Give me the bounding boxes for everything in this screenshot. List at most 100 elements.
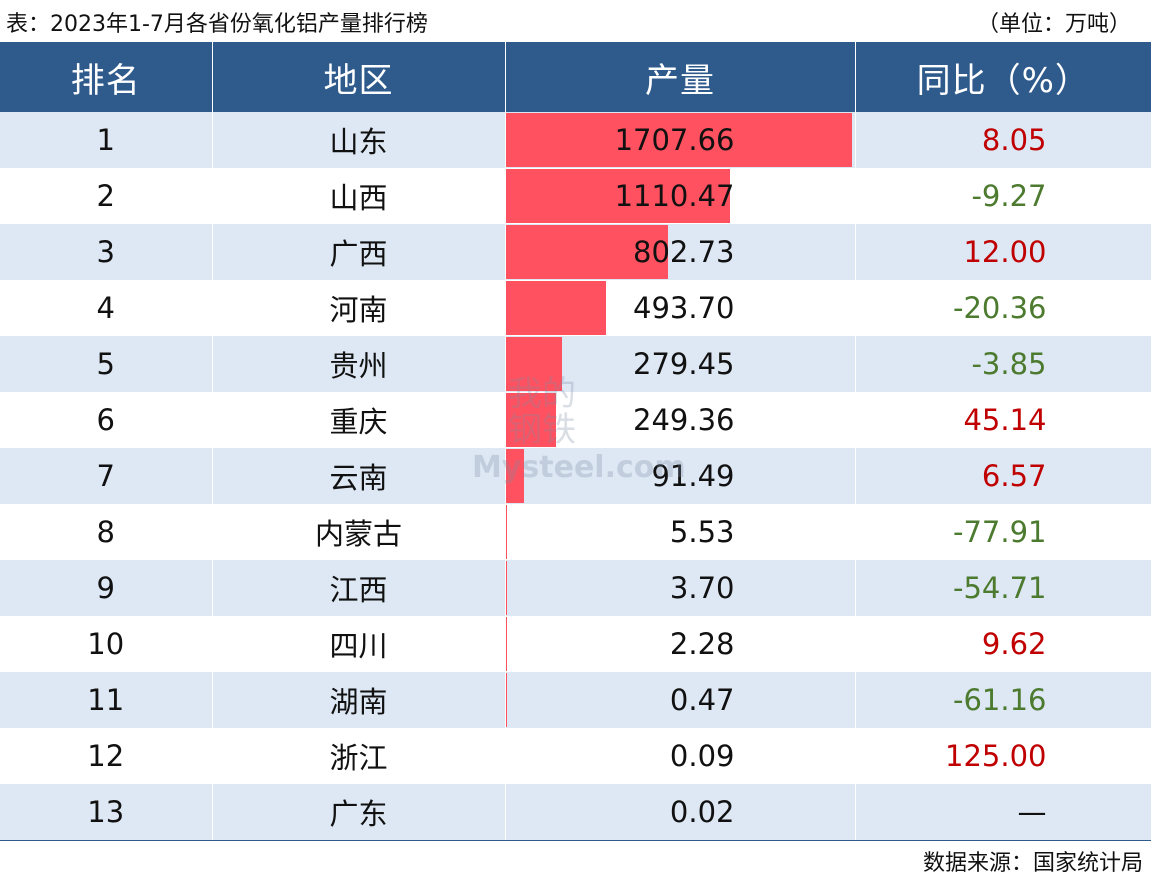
rank-cell: 11	[0, 672, 213, 728]
rank-cell: 8	[0, 504, 213, 560]
table-row: 4 河南 493.70 -20.36	[0, 280, 1151, 336]
yoy-cell: 9.62	[855, 616, 1151, 672]
region-cell: 浙江	[212, 728, 506, 784]
yoy-cell: -61.16	[855, 672, 1151, 728]
table-body: 1 山东 1707.66 8.05 2 山西 1110.47 -9.27 3 广西 802.73 12…	[0, 112, 1151, 841]
yoy-cell: -20.36	[855, 280, 1151, 336]
region-cell: 广东	[212, 784, 506, 841]
region-cell: 江西	[212, 560, 506, 616]
output-cell: 5.53	[505, 504, 856, 560]
rank-cell: 5	[0, 336, 213, 392]
output-value: 3.70	[669, 571, 735, 605]
output-value: 0.47	[669, 683, 735, 717]
table-row: 12 浙江 0.09 125.00	[0, 728, 1151, 784]
table-row: 3 广西 802.73 12.00	[0, 224, 1151, 280]
rank-cell: 3	[0, 224, 213, 280]
region-cell: 山西	[212, 168, 506, 224]
rank-cell: 7	[0, 448, 213, 504]
output-value: 5.53	[669, 515, 735, 549]
yoy-cell: -9.27	[855, 168, 1151, 224]
output-value: 802.73	[633, 235, 735, 269]
output-bar	[505, 505, 507, 559]
region-cell: 湖南	[212, 672, 506, 728]
output-cell: 1707.66	[505, 112, 856, 168]
table-row: 10 四川 2.28 9.62	[0, 616, 1151, 672]
header-output: 产量	[505, 42, 856, 112]
output-bar	[505, 393, 557, 447]
table-row: 6 重庆 249.36 45.14	[0, 392, 1151, 448]
yoy-cell: 45.14	[855, 392, 1151, 448]
rank-cell: 10	[0, 616, 213, 672]
table-caption: 表：2023年1-7月各省份氧化铝产量排行榜 （单位：万吨）	[0, 0, 1151, 42]
region-cell: 重庆	[212, 392, 506, 448]
output-value: 91.49	[651, 459, 735, 493]
region-cell: 广西	[212, 224, 506, 280]
unit-label: （单位：万吨）	[976, 12, 1131, 37]
region-cell: 贵州	[212, 336, 506, 392]
output-value: 2.28	[669, 627, 735, 661]
ranking-table: 排名 地区 产量 同比（%） 1 山东 1707.66 8.05 2 山西 1110.47 -…	[0, 42, 1151, 841]
output-cell: 91.49	[505, 448, 856, 504]
region-cell: 云南	[212, 448, 506, 504]
output-cell: 279.45	[505, 336, 856, 392]
table-row: 9 江西 3.70 -54.71	[0, 560, 1151, 616]
output-bar	[505, 169, 731, 223]
output-value: 1707.66	[614, 123, 735, 157]
output-bar	[505, 113, 852, 167]
rank-cell: 4	[0, 280, 213, 336]
table-row: 5 贵州 279.45 -3.85	[0, 336, 1151, 392]
yoy-cell: 6.57	[855, 448, 1151, 504]
output-bar	[505, 281, 606, 335]
output-bar	[505, 449, 525, 503]
rank-cell: 6	[0, 392, 213, 448]
table-row: 2 山西 1110.47 -9.27	[0, 168, 1151, 224]
output-cell: 0.09	[505, 728, 856, 784]
output-value: 249.36	[633, 403, 735, 437]
region-cell: 内蒙古	[212, 504, 506, 560]
header-rank: 排名	[0, 42, 213, 112]
output-cell: 3.70	[505, 560, 856, 616]
output-cell: 802.73	[505, 224, 856, 280]
table-row: 7 云南 91.49 6.57	[0, 448, 1151, 504]
output-cell: 1110.47	[505, 168, 856, 224]
yoy-cell: —	[855, 784, 1151, 841]
table-row: 8 内蒙古 5.53 -77.91	[0, 504, 1151, 560]
yoy-cell: -54.71	[855, 560, 1151, 616]
header-yoy: 同比（%）	[916, 60, 1090, 101]
output-bar	[505, 337, 563, 391]
region-cell: 山东	[212, 112, 506, 168]
output-value: 0.09	[669, 739, 735, 773]
table-row: 11 湖南 0.47 -61.16	[0, 672, 1151, 728]
rank-cell: 9	[0, 560, 213, 616]
yoy-cell: -77.91	[855, 504, 1151, 560]
output-value: 0.02	[669, 794, 735, 829]
output-bar	[505, 225, 669, 279]
output-cell: 493.70	[505, 280, 856, 336]
output-value: 493.70	[633, 291, 735, 325]
output-bar	[505, 617, 507, 671]
output-value: 279.45	[633, 347, 735, 381]
output-bar	[505, 561, 507, 615]
yoy-cell: -3.85	[855, 336, 1151, 392]
table-row: 13 广东 0.02 —	[0, 784, 1151, 841]
region-cell: 河南	[212, 280, 506, 336]
output-cell: 0.47	[505, 672, 856, 728]
output-value: 1110.47	[614, 179, 735, 213]
output-cell: 2.28	[505, 616, 856, 672]
rank-cell: 12	[0, 728, 213, 784]
yoy-cell: 12.00	[855, 224, 1151, 280]
table-title: 表：2023年1-7月各省份氧化铝产量排行榜	[6, 12, 428, 37]
rank-cell: 2	[0, 168, 213, 224]
region-cell: 四川	[212, 616, 506, 672]
yoy-cell: 125.00	[855, 728, 1151, 784]
output-cell: 249.36	[505, 392, 856, 448]
header-region: 地区	[212, 42, 506, 112]
rank-cell: 13	[0, 784, 213, 841]
output-cell: 0.02	[505, 784, 856, 841]
yoy-cell: 8.05	[855, 112, 1151, 168]
header-row: 排名 地区 产量 同比（%）	[0, 42, 1151, 112]
table-row: 1 山东 1707.66 8.05	[0, 112, 1151, 168]
table-header: 排名 地区 产量 同比（%）	[0, 42, 1151, 112]
rank-cell: 1	[0, 112, 213, 168]
data-source: 数据来源：国家统计局	[922, 851, 1143, 876]
